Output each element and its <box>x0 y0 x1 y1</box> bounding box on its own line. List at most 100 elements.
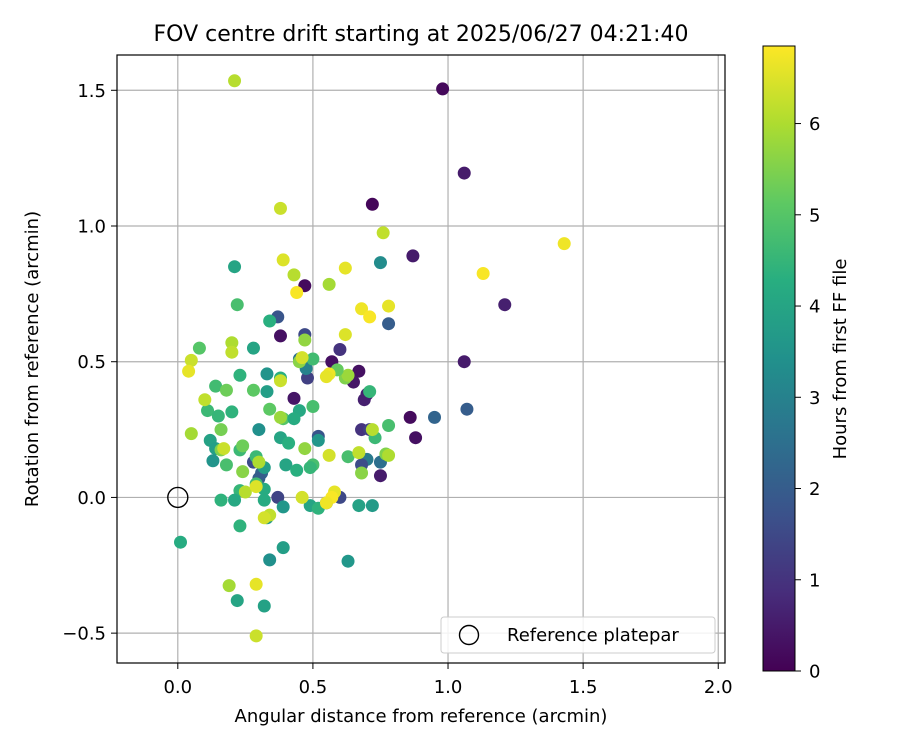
scatter-point <box>295 490 309 504</box>
scatter-point <box>365 423 379 437</box>
scatter-point <box>257 511 271 525</box>
scatter-point <box>273 374 287 388</box>
scatter-point <box>249 480 263 494</box>
scatter-point <box>373 256 387 270</box>
scatter-point <box>290 286 304 299</box>
scatter-point <box>198 393 212 407</box>
scatter-point <box>319 496 333 510</box>
scatter-point <box>365 197 379 211</box>
legend-box <box>440 616 716 654</box>
legend-label: Reference platepar <box>507 625 679 646</box>
y-tick-label: 1.5 <box>77 81 106 102</box>
x-tick-label: 0.0 <box>163 677 192 698</box>
scatter-point <box>209 379 223 393</box>
scatter-point <box>295 351 309 365</box>
scatter-point <box>303 461 317 475</box>
scatter-point <box>341 368 355 382</box>
scatter-point <box>233 368 247 382</box>
scatter-point <box>352 499 366 513</box>
scatter-point <box>498 298 512 312</box>
scatter-point <box>298 333 312 347</box>
scatter-point <box>382 448 396 462</box>
scatter-point <box>228 74 242 88</box>
scatter-point <box>263 553 277 567</box>
scatter-point <box>287 412 301 426</box>
scatter-point <box>246 341 260 355</box>
scatter-point <box>230 594 244 608</box>
scatter-point <box>246 383 260 397</box>
scatter-point <box>322 448 336 462</box>
scatter-point <box>257 493 271 507</box>
x-tick-label: 1.5 <box>569 677 598 698</box>
scatter-point <box>222 579 236 593</box>
scatter-point <box>217 442 231 456</box>
scatter-point <box>341 554 355 568</box>
colorbar-tick-label: 3 <box>809 388 820 409</box>
reference-marker <box>167 486 189 509</box>
x-tick-label: 1.0 <box>434 677 463 698</box>
scatter-point <box>333 343 347 356</box>
scatter-point <box>301 371 315 385</box>
plot-frame <box>116 54 726 664</box>
scatter-point <box>192 341 206 355</box>
grid-lines <box>117 55 725 663</box>
y-axis-ticks: −0.5 0.0 0.5 1.0 1.5 <box>62 81 117 645</box>
scatter-point <box>273 329 287 343</box>
scatter-point <box>460 402 474 416</box>
colorbar-tick-label: 2 <box>809 479 820 500</box>
scatter-point <box>233 519 247 533</box>
reference-marker-group <box>167 486 189 509</box>
scatter-point <box>249 629 263 643</box>
scatter-point <box>206 454 220 468</box>
scatter-point <box>219 383 233 397</box>
scatter-point <box>341 450 355 464</box>
scatter-point <box>236 439 250 453</box>
colorbar-ticks: 0 1 2 3 4 5 6 <box>795 114 820 683</box>
scatter-point <box>225 405 239 419</box>
x-axis-ticks: 0.0 0.5 1.0 1.5 2.0 <box>163 663 733 698</box>
scatter-point <box>373 469 387 483</box>
scatter-point <box>436 82 450 96</box>
legend-marker-ring <box>458 624 480 646</box>
scatter-point <box>249 577 263 591</box>
scatter-point <box>382 419 396 432</box>
scatter-point <box>174 535 188 549</box>
scatter-point <box>311 433 325 447</box>
scatter-point <box>276 500 290 514</box>
scatter-point <box>409 431 423 445</box>
scatter-point <box>355 302 369 316</box>
scatter-point <box>365 499 379 513</box>
scatter-point <box>557 237 571 251</box>
scatter-point <box>322 277 336 291</box>
scatter-point <box>476 267 490 280</box>
scatter-point <box>279 458 293 472</box>
scatter-point <box>363 310 377 324</box>
scatter-point <box>406 249 420 263</box>
scatter-point <box>225 336 239 350</box>
scatter-point <box>228 493 242 507</box>
scatter-point <box>382 299 396 313</box>
scatter-point <box>428 410 442 424</box>
scatter-point <box>290 463 304 477</box>
colorbar-label: Hours from first FF file <box>830 259 851 460</box>
scatter-point <box>338 328 352 342</box>
scatter-point <box>252 423 266 437</box>
x-axis-label: Angular distance from reference (arcmin) <box>235 706 608 727</box>
scatter-point <box>403 410 417 424</box>
x-tick-label: 2.0 <box>704 677 733 698</box>
y-tick-label: 1.0 <box>77 217 106 238</box>
colorbar-tick-label: 0 <box>809 662 820 683</box>
scatter-point <box>382 317 396 331</box>
scatter-point <box>230 298 244 312</box>
scatter-point <box>225 345 239 359</box>
legend: Reference platepar <box>440 616 716 654</box>
scatter-point <box>182 364 196 378</box>
scatter-point <box>319 370 333 384</box>
scatter-point <box>355 466 369 480</box>
scatter-point <box>184 427 198 441</box>
scatter-point <box>376 226 390 240</box>
scatter-point <box>260 367 274 381</box>
scatter-point <box>352 364 366 378</box>
scatter-point <box>276 541 290 555</box>
